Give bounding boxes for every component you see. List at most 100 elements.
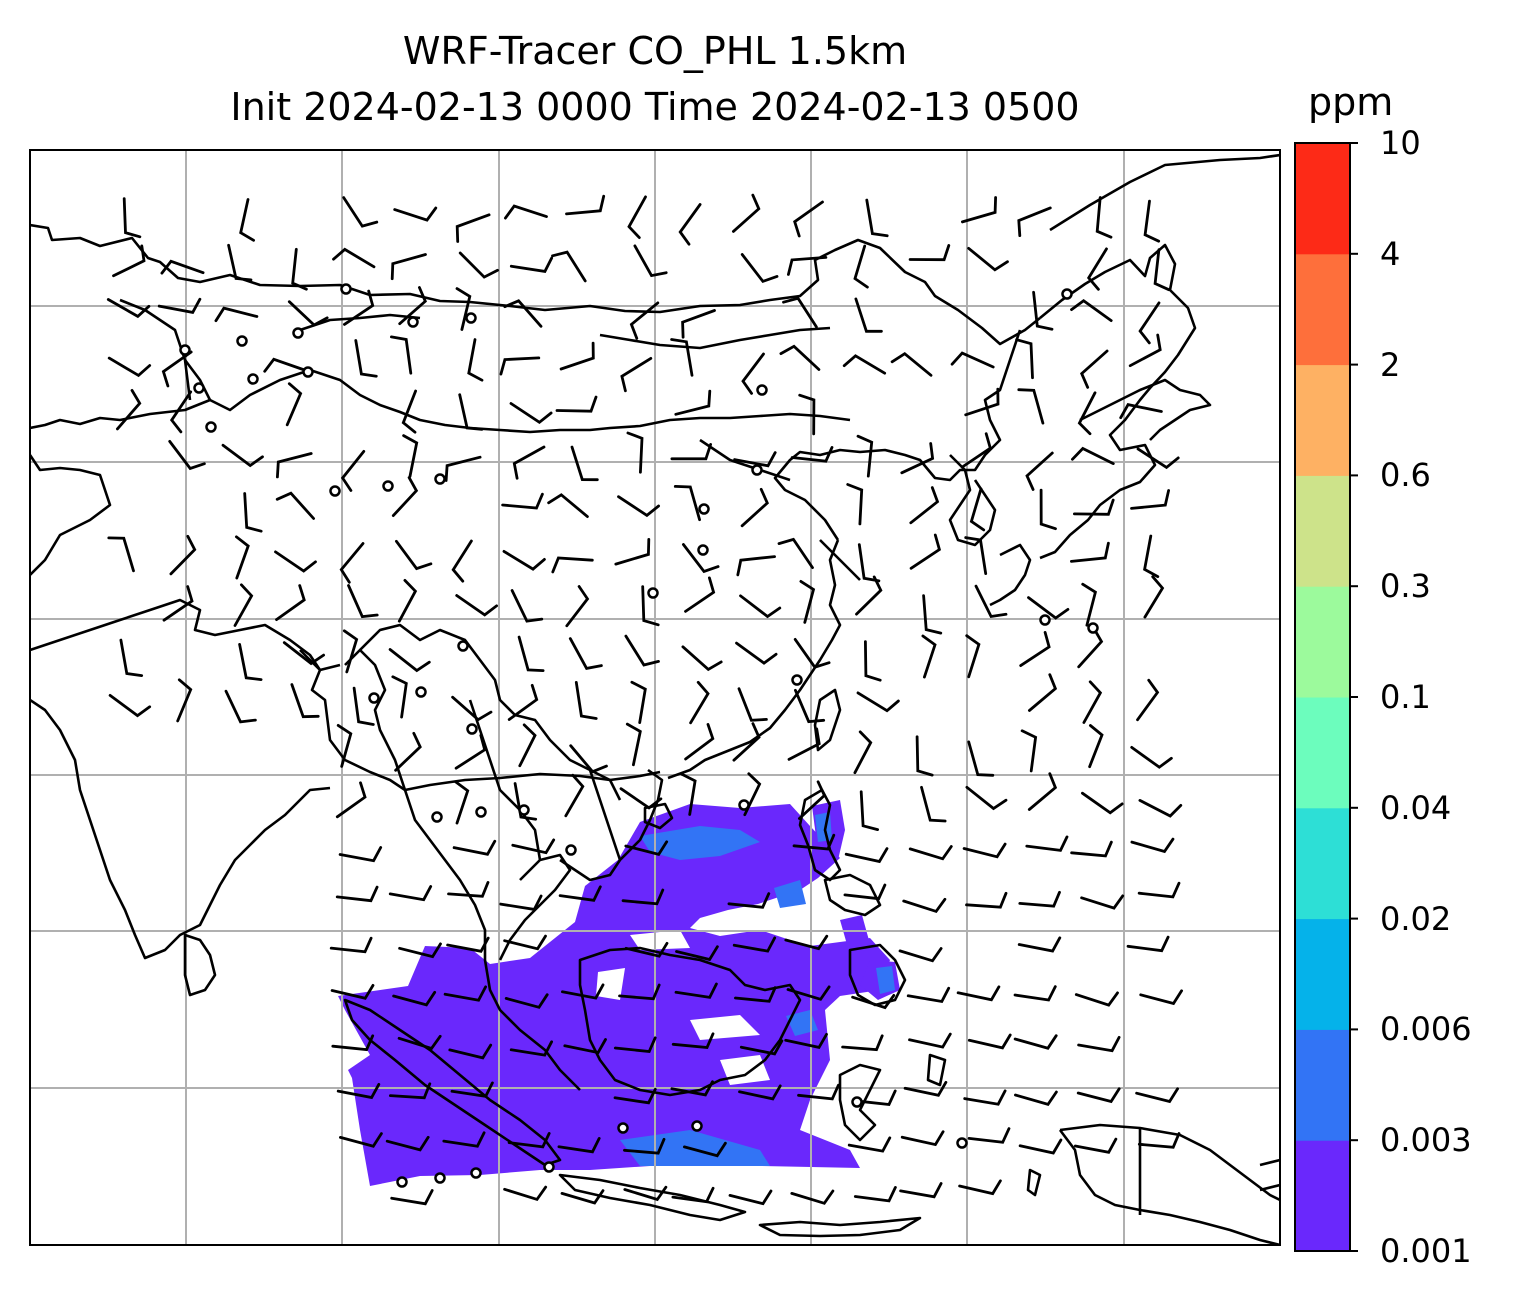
wind-barb bbox=[1081, 791, 1124, 815]
colorbar-segment bbox=[1295, 807, 1350, 920]
colorbar-tick-label: 0.04 bbox=[1380, 788, 1452, 827]
taiwan bbox=[813, 688, 842, 752]
wind-barb bbox=[958, 1179, 1002, 1196]
wind-barb bbox=[681, 309, 716, 339]
wind-barb bbox=[684, 723, 715, 761]
korean-peninsula bbox=[948, 454, 997, 547]
wind-barb bbox=[623, 1137, 666, 1155]
wind-barb bbox=[455, 594, 498, 617]
wind-barb bbox=[504, 993, 549, 1009]
wind-barb bbox=[518, 723, 537, 768]
wind-barb bbox=[275, 491, 315, 520]
wind-barb bbox=[338, 846, 383, 863]
wind-barb bbox=[614, 538, 651, 566]
wind-barb bbox=[1088, 724, 1104, 769]
sri-lanka bbox=[183, 933, 217, 997]
tracer-high-patch bbox=[640, 826, 760, 860]
wind-barb bbox=[1143, 534, 1160, 578]
calm-marker bbox=[465, 312, 477, 324]
wind-barb bbox=[859, 790, 879, 831]
wind-barb bbox=[1073, 1137, 1118, 1154]
calm-marker bbox=[292, 327, 304, 339]
wind-barb bbox=[613, 1087, 657, 1105]
mongolia-border bbox=[599, 326, 831, 350]
wind-barb bbox=[626, 431, 644, 474]
calm-marker bbox=[475, 806, 487, 818]
wind-barb bbox=[340, 450, 366, 492]
himalaya-border bbox=[30, 368, 851, 434]
wind-barb bbox=[1077, 391, 1097, 436]
wind-barb bbox=[1070, 541, 1110, 563]
colorbar-segment bbox=[1295, 586, 1350, 698]
colorbar-segment bbox=[1295, 697, 1350, 809]
colorbar-segment bbox=[1295, 253, 1350, 366]
wind-barb bbox=[841, 1034, 884, 1052]
wind-barb bbox=[1018, 890, 1061, 908]
wind-barb bbox=[680, 772, 697, 816]
wind-barb bbox=[1135, 1087, 1179, 1104]
wind-barb bbox=[854, 297, 883, 333]
wind-barb bbox=[467, 338, 484, 382]
wind-barb bbox=[908, 244, 951, 262]
wind-barb bbox=[1074, 991, 1119, 1007]
wind-barb bbox=[1126, 935, 1170, 953]
wind-barb bbox=[779, 344, 821, 371]
calm-marker bbox=[738, 799, 750, 811]
wind-barb bbox=[1025, 835, 1069, 852]
wind-barb bbox=[670, 338, 694, 377]
colorbar-segment bbox=[1295, 1140, 1350, 1252]
wind-barb bbox=[855, 575, 883, 616]
wind-barb bbox=[921, 634, 937, 679]
wind-barb bbox=[624, 634, 660, 667]
wind-barb bbox=[856, 434, 874, 478]
tracer-gap bbox=[596, 968, 625, 1000]
wind-barb bbox=[391, 675, 408, 719]
wind-barb bbox=[1073, 498, 1115, 516]
philippines-mindanao bbox=[848, 943, 907, 1007]
wind-barb bbox=[499, 356, 541, 376]
wind-barb bbox=[864, 640, 882, 682]
chart-title: WRF-Tracer CO_PHL 1.5km bbox=[402, 29, 908, 73]
wind-barb bbox=[1138, 301, 1161, 345]
wind-barb bbox=[503, 299, 543, 328]
wind-barb bbox=[393, 206, 438, 222]
wind-barb bbox=[908, 1032, 952, 1049]
wind-barb bbox=[732, 722, 761, 762]
peninsula-coast bbox=[773, 329, 1022, 541]
wind-barb bbox=[675, 945, 719, 962]
wind-barb bbox=[455, 287, 472, 331]
philippines-luzon bbox=[798, 788, 842, 882]
wind-barb bbox=[107, 536, 135, 573]
wind-barb bbox=[1139, 989, 1183, 1006]
wind-barb bbox=[740, 487, 769, 528]
calm-marker bbox=[1087, 622, 1099, 634]
wind-barb bbox=[728, 1189, 773, 1206]
wind-barb bbox=[391, 476, 419, 517]
wind-barb bbox=[509, 256, 554, 273]
calm-marker bbox=[466, 723, 478, 735]
wind-barb bbox=[560, 1189, 605, 1205]
wind-barb bbox=[624, 840, 669, 857]
calm-marker bbox=[543, 1161, 555, 1173]
wind-barb bbox=[169, 390, 193, 434]
wind-barb bbox=[388, 885, 433, 902]
wind-barb bbox=[276, 452, 313, 479]
wind-barb bbox=[857, 543, 881, 583]
calm-marker bbox=[407, 316, 419, 328]
tracer-gap bbox=[690, 1015, 760, 1040]
wind-barb bbox=[161, 350, 193, 388]
wind-barb bbox=[557, 1137, 601, 1154]
wind-barb bbox=[915, 735, 934, 777]
wind-barb bbox=[275, 584, 306, 621]
wind-barb bbox=[1081, 582, 1098, 627]
wind-barb bbox=[1071, 446, 1115, 465]
wind-barb bbox=[853, 1186, 897, 1203]
wind-barb bbox=[1138, 799, 1183, 818]
tracer-high-patch bbox=[815, 812, 832, 842]
wind-barb bbox=[398, 942, 442, 959]
wind-barb bbox=[727, 892, 771, 909]
wind-barb bbox=[157, 297, 202, 314]
wind-barb bbox=[512, 445, 546, 480]
wind-barb bbox=[1027, 596, 1070, 620]
